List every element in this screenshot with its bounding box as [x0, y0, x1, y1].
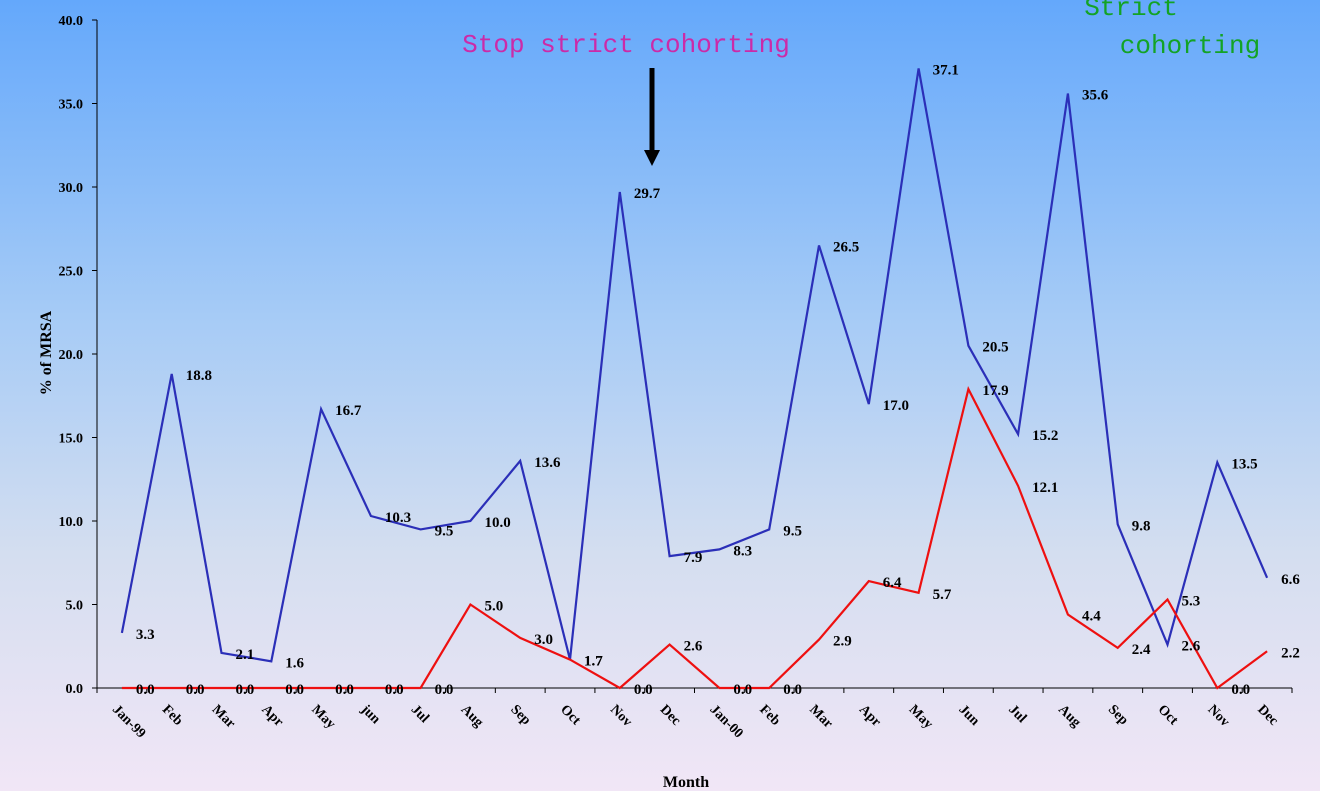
x-tick-label: Dec [657, 702, 684, 729]
data-label-series-1: 37.1 [933, 62, 959, 78]
data-label-series-2: 2.2 [1281, 645, 1300, 661]
data-label-series-1: 7.9 [684, 550, 703, 566]
data-label-series-2: 0.0 [733, 682, 752, 698]
x-axis-title: Month [663, 774, 709, 791]
data-label-series-1: 26.5 [833, 239, 859, 255]
data-label-series-1: 8.3 [733, 543, 752, 559]
y-tick-label: 5.0 [66, 599, 84, 614]
data-label-series-1: 18.8 [186, 368, 212, 384]
data-label-series-2: 1.7 [584, 654, 603, 670]
data-label-series-2: 0.0 [335, 682, 354, 698]
x-tick-label: Apr [258, 702, 286, 730]
x-tick-label: Jan-99 [109, 702, 148, 741]
data-label-series-1: 9.5 [435, 523, 454, 539]
x-tick-label: Jun [956, 702, 983, 729]
y-axis-ticks: 0.0 5.0 10.0 15.0 20.0 25.0 30.0 35.0 40.0 [59, 14, 98, 697]
x-tick-label: Sep [507, 702, 533, 728]
y-tick-label: 40.0 [59, 14, 84, 29]
data-label-series-2: 12.1 [1032, 480, 1058, 496]
data-label-series-1: 20.5 [982, 340, 1008, 356]
data-label-series-2: 0.0 [235, 682, 254, 698]
data-label-series-2: 2.6 [684, 639, 703, 655]
data-label-series-1: 2.1 [235, 647, 254, 663]
data-label-series-1: 9.8 [1132, 518, 1151, 534]
data-label-series-2: 3.0 [534, 632, 553, 648]
data-label-series-2: 0.0 [435, 682, 454, 698]
y-tick-label: 20.0 [59, 348, 84, 363]
data-label-series-1: 13.5 [1231, 457, 1257, 473]
data-label-series-1: 1.6 [285, 655, 304, 671]
data-label-series-2: 2.4 [1132, 642, 1151, 658]
data-label-series-2: 4.4 [1082, 609, 1101, 625]
x-tick-label: Sep [1105, 702, 1131, 728]
series-line-1 [122, 68, 1267, 661]
data-label-series-2: 5.0 [484, 599, 503, 615]
y-tick-label: 25.0 [59, 265, 84, 280]
x-tick-label: Nov [607, 702, 635, 730]
data-label-series-2: 0.0 [634, 682, 653, 698]
data-label-series-1: 9.5 [783, 523, 802, 539]
annotation-stop-strict-cohorting: Stop strict cohorting [462, 30, 790, 60]
x-tick-label: Aug [1055, 702, 1083, 730]
data-label-series-2: 0.0 [285, 682, 304, 698]
data-label-series-2: 0.0 [186, 682, 205, 698]
data-label-series-2: 17.9 [982, 383, 1008, 399]
data-label-series-1: 2.6 [1182, 639, 1201, 655]
x-tick-label: Dec [1254, 702, 1281, 729]
data-label-series-2: 0.0 [136, 682, 155, 698]
x-tick-label: Nov [1204, 702, 1232, 730]
data-label-series-2: 0.0 [385, 682, 404, 698]
x-tick-label: Mar [209, 702, 238, 731]
x-tick-label: Mar [806, 702, 835, 731]
y-tick-label: 30.0 [59, 181, 84, 196]
x-tick-label: May [906, 702, 936, 732]
data-label-series-1: 35.6 [1082, 87, 1109, 103]
y-tick-label: 15.0 [59, 432, 84, 447]
x-tick-label: Oct [557, 702, 583, 728]
x-tick-label: Aug [458, 702, 486, 730]
series-layer [122, 68, 1267, 688]
data-label-series-1: 15.2 [1032, 428, 1058, 444]
y-tick-label: 0.0 [66, 682, 84, 697]
data-label-series-2: 5.7 [933, 587, 952, 603]
data-label-series-1: 13.6 [534, 455, 561, 471]
x-tick-label: Oct [1155, 702, 1181, 728]
x-tick-label: Feb [756, 702, 783, 729]
data-label-series-1: 17.0 [883, 398, 909, 414]
data-label-series-1: 10.0 [484, 515, 510, 531]
data-label-series-1: 6.6 [1281, 572, 1300, 588]
data-label-series-1: 3.3 [136, 627, 155, 643]
y-tick-label: 35.0 [59, 98, 84, 113]
y-tick-label: 10.0 [59, 515, 84, 530]
x-tick-label: Apr [856, 702, 884, 730]
data-label-series-2: 0.0 [783, 682, 802, 698]
data-label-series-1: 16.7 [335, 403, 362, 419]
y-axis-title: % of MRSA [38, 310, 55, 395]
data-label-series-1: 29.7 [634, 186, 661, 202]
data-label-series-2: 2.9 [833, 634, 852, 650]
data-label-series-2: 5.3 [1182, 593, 1201, 609]
x-tick-label: May [308, 702, 338, 732]
annotation-strict-cohorting-line2: cohorting [1120, 31, 1260, 61]
x-tick-label: Jul [1005, 702, 1029, 726]
annotation-strict-cohorting-line1: Strict [1084, 0, 1178, 23]
data-label-series-2: 0.0 [1231, 682, 1250, 698]
x-tick-label: jun [357, 702, 383, 728]
x-tick-label: Jan-00 [707, 702, 746, 741]
x-tick-label: Feb [159, 702, 186, 729]
chart-axes [97, 20, 1292, 688]
annotation-arrow [644, 68, 660, 166]
data-label-series-1: 10.3 [385, 510, 411, 526]
data-labels-layer: 3.3 18.8 2.1 1.6 16.7 10.3 9.5 10.0 13.6 1.7 29.7 7… [136, 62, 1300, 698]
data-label-series-2: 6.4 [883, 575, 902, 591]
x-tick-label: Jul [408, 702, 432, 726]
x-axis-ticks: Jan-99 Feb Mar Apr May jun Jul Aug Sep Oct Nov Dec J… [97, 688, 1292, 741]
